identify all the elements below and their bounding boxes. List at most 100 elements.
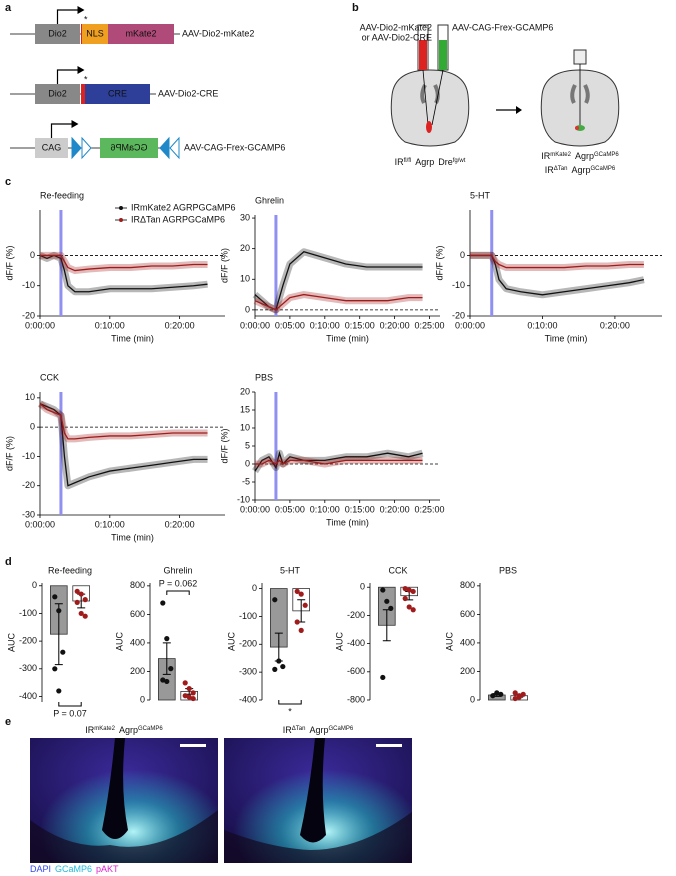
- data-point: [182, 693, 188, 699]
- marker: *: [84, 14, 88, 24]
- part: [82, 24, 108, 44]
- y-axis-title: dF/F (%): [219, 248, 229, 283]
- y-tick-label: 5: [245, 440, 250, 450]
- stain-legend: DAPI GCaMP6 pAKT: [30, 864, 119, 874]
- data-point: [52, 594, 58, 600]
- data-point: [302, 602, 308, 608]
- y-tick-label: -200: [19, 635, 37, 645]
- y-tick-label: 400: [130, 637, 145, 647]
- y-tick-label: 0: [245, 458, 250, 468]
- promoter-arrow: [56, 9, 78, 24]
- x-tick-label: 0:20:00: [165, 519, 195, 529]
- y-tick-label: 200: [460, 666, 475, 676]
- x-tick-label: 0:10:00: [95, 320, 125, 330]
- part: [108, 24, 174, 44]
- label: IRΔTan AgrpGCaMP6: [283, 725, 354, 735]
- y-tick-label: 10: [240, 274, 250, 284]
- lox-site: [81, 136, 92, 160]
- data-point: [498, 691, 504, 697]
- syringe-label: AAV-Dio2-mKate2: [360, 22, 432, 32]
- x-axis-title: Time (min): [326, 517, 369, 527]
- promoter: [35, 24, 80, 44]
- y-tick-label: 0: [30, 250, 35, 260]
- lox-site: [169, 136, 180, 160]
- word: IR: [395, 157, 405, 167]
- data-point: [380, 587, 386, 593]
- y-tick-label: 30: [240, 212, 250, 222]
- data-point: [160, 600, 166, 606]
- data-point: [190, 695, 196, 702]
- x-tick-label: 0:10:00: [310, 504, 340, 514]
- y-tick-label: 0: [360, 582, 365, 592]
- error-bar: [54, 603, 63, 666]
- data-point: [78, 610, 84, 617]
- panel-label: a: [5, 2, 12, 14]
- y-tick-label: -300: [19, 663, 37, 673]
- y-tick-label: -5: [242, 476, 250, 486]
- brain-schematic: [390, 24, 620, 147]
- y-tick-label: 0: [252, 583, 257, 593]
- x-tick-label: 0:05:00: [275, 320, 305, 330]
- data-point: [190, 690, 196, 696]
- x-tick-label: 0:00:00: [25, 519, 55, 529]
- part-label: CRE: [108, 88, 127, 98]
- x-tick-label: 0:25:00: [415, 320, 445, 330]
- data-point: [280, 663, 286, 670]
- x-tick-label: 0:10:00: [95, 519, 125, 529]
- panel-label: c: [5, 176, 11, 188]
- significance-bracket: [278, 700, 302, 705]
- y-tick-label: -100: [19, 608, 37, 618]
- arrow-head: [71, 120, 79, 128]
- series-line: [254, 450, 423, 472]
- data-point: [82, 597, 88, 603]
- data-point: [56, 608, 62, 614]
- part-label: mKate2: [125, 28, 156, 38]
- y-tick-label: 10: [25, 392, 35, 402]
- data-point: [186, 685, 192, 692]
- y-tick-label: -200: [347, 610, 365, 620]
- y-axis-title: dF/F (%): [4, 245, 14, 280]
- annotation: P = 0.062: [159, 578, 198, 588]
- y-axis-title: dF/F (%): [434, 245, 444, 280]
- x-tick-label: 0:20:00: [380, 320, 410, 330]
- superscript: mKate2: [550, 152, 571, 158]
- part-label: GCaMP6: [110, 142, 147, 152]
- data-point: [294, 588, 300, 594]
- red-tag: [81, 84, 85, 104]
- y-tick-label: 800: [130, 580, 145, 590]
- stain-label: pAKT: [96, 864, 119, 874]
- chart-title: Re-feeding: [48, 565, 92, 575]
- chart-title: Ghrelin: [255, 195, 284, 205]
- data-point: [490, 693, 496, 699]
- word: Agrp: [119, 725, 138, 735]
- y-tick-label: 800: [460, 580, 475, 590]
- promoter: [35, 84, 80, 104]
- data-point: [402, 595, 408, 602]
- data-point: [56, 688, 62, 694]
- superscript: GCaMP6: [591, 166, 616, 172]
- data-point: [74, 599, 80, 605]
- data-point: [182, 680, 188, 686]
- syringe-label: or AAV-Dio2-CRE: [362, 32, 432, 42]
- y-axis-title: AUC: [444, 632, 454, 652]
- x-tick-label: 0:00:00: [240, 320, 270, 330]
- data-point: [410, 607, 416, 613]
- data-point: [512, 690, 518, 696]
- y-tick-label: 0: [32, 580, 37, 590]
- y-tick-label: 15: [240, 404, 250, 414]
- chart-title: CCK: [40, 372, 59, 382]
- word: IR: [541, 151, 551, 161]
- y-tick-label: -10: [452, 280, 465, 290]
- series-line: [40, 254, 208, 272]
- data-point: [60, 649, 66, 655]
- word: IR: [283, 725, 293, 735]
- x-tick-label: 0:10:00: [310, 320, 340, 330]
- data-point: [406, 587, 412, 593]
- x-tick-label: 0:00:00: [455, 320, 485, 330]
- y-tick-label: -400: [19, 691, 37, 701]
- data-point: [82, 613, 88, 619]
- injection-marker: [490, 210, 494, 316]
- superscript: GCaMP6: [594, 152, 619, 158]
- significance-bracket: [166, 590, 190, 595]
- arrow-head: [77, 6, 85, 14]
